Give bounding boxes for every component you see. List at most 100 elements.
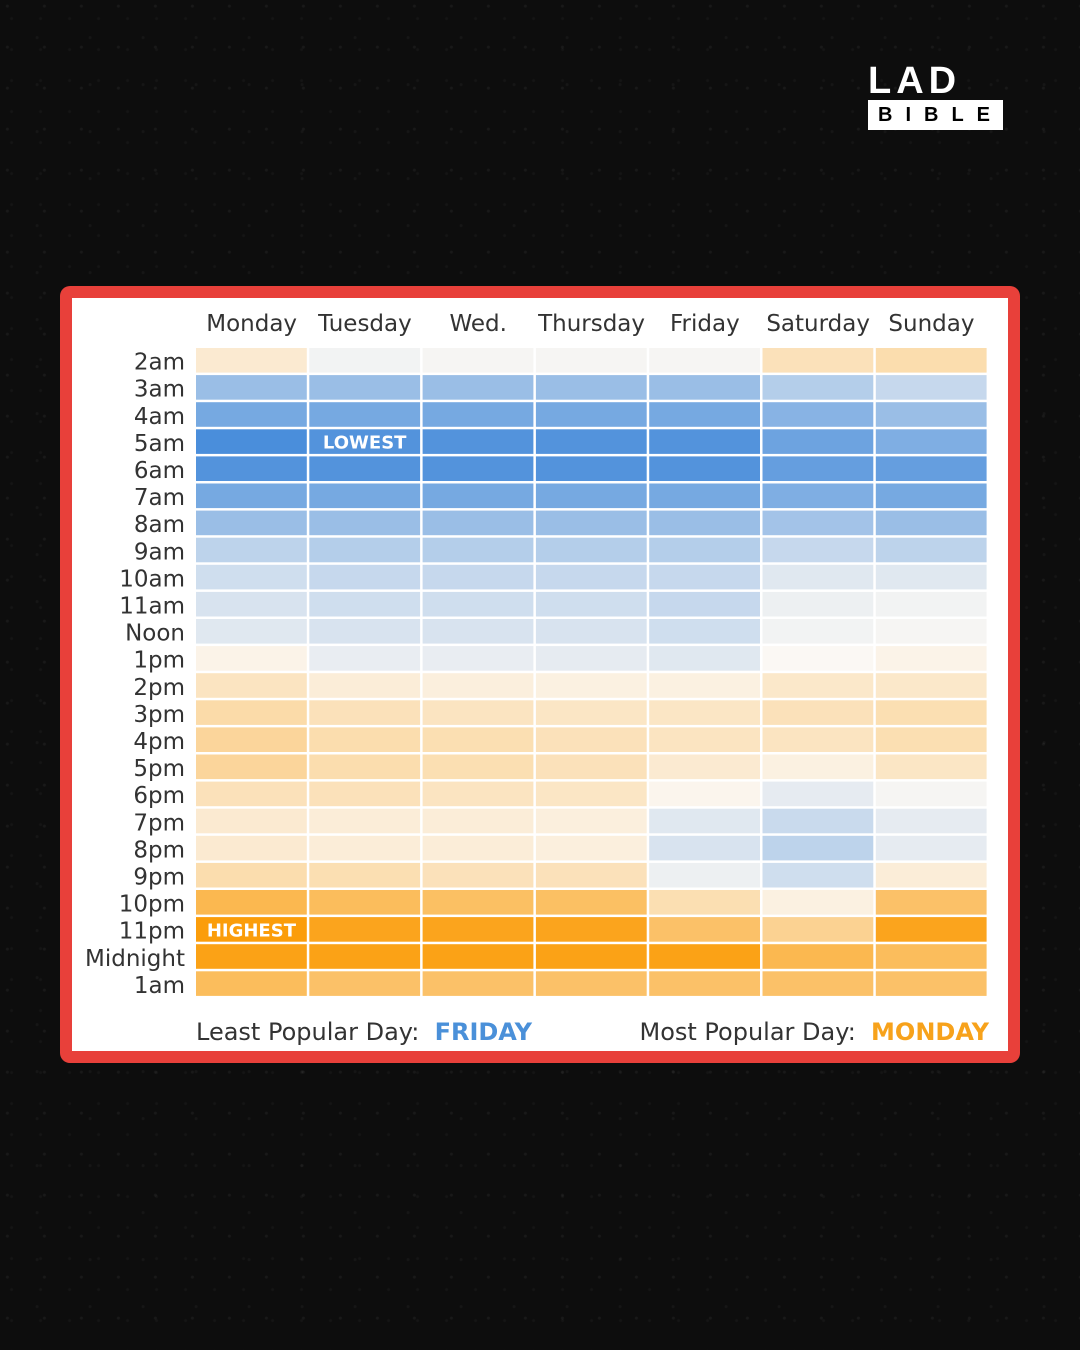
heatmap-cell [309, 619, 421, 644]
heatmap-cell [422, 619, 534, 644]
heatmap-cell [875, 727, 987, 752]
row-label: 5pm [133, 756, 185, 782]
heatmap-cell [875, 890, 987, 915]
heatmap-cell [762, 754, 874, 780]
heatmap-cell [649, 781, 760, 807]
heatmap-cell [196, 700, 307, 725]
heatmap-cell [196, 808, 307, 834]
heatmap-cell [535, 402, 647, 427]
heatmap-cell [196, 564, 307, 590]
heatmap-cell [422, 727, 534, 752]
heatmap-cell [649, 564, 760, 590]
column-header: Wed. [450, 311, 507, 337]
heatmap-cell [196, 591, 307, 617]
heatmap-cell [649, 537, 760, 563]
heatmap-cell [422, 754, 534, 780]
heatmap-cell [535, 727, 647, 752]
heatmap-cell [762, 619, 874, 644]
heatmap-cell [309, 944, 421, 969]
row-label: 4am [134, 404, 185, 430]
heatmap-cell [649, 375, 760, 400]
heatmap-cell [762, 348, 874, 373]
heatmap-cell [422, 429, 534, 454]
row-label: 10pm [119, 892, 185, 918]
heatmap-cell [875, 971, 987, 996]
heatmap-cell [762, 402, 874, 427]
heatmap-cell [762, 591, 874, 617]
heatmap-cell [535, 673, 647, 698]
heatmap-cell [762, 862, 874, 888]
heatmap-cell [309, 510, 421, 536]
heatmap-cell [649, 890, 760, 915]
row-label: 1am [134, 973, 185, 999]
row-label: 2pm [133, 675, 185, 701]
heatmap-cell [875, 375, 987, 400]
heatmap-cell [762, 564, 874, 590]
heatmap-cell [535, 456, 647, 481]
column-header: Tuesday [317, 311, 412, 337]
heatmap-cell [309, 375, 421, 400]
row-label: 10am [119, 566, 185, 592]
heatmap-cell [422, 591, 534, 617]
heatmap-cell [535, 564, 647, 590]
heatmap-cell [196, 619, 307, 644]
heatmap-cell [422, 781, 534, 807]
heatmap-cell [535, 619, 647, 644]
heatmap-cell [535, 510, 647, 536]
column-header: Friday [670, 311, 740, 337]
row-label: 8pm [133, 837, 185, 863]
heatmap-cell [649, 971, 760, 996]
heatmap-cell [196, 890, 307, 915]
heatmap-cell [422, 808, 534, 834]
heatmap-cell [762, 456, 874, 481]
heatmap-cell [196, 348, 307, 373]
heatmap-cell [649, 673, 760, 698]
row-label: 6pm [133, 783, 185, 809]
heatmap-card: Monday Tuesday Wed. Thursday Friday Saturday S… [60, 286, 1020, 1063]
heatmap-cell [762, 944, 874, 969]
row-label: 9am [134, 539, 185, 565]
row-label: 5am [134, 431, 185, 457]
heatmap-cell [309, 537, 421, 563]
heatmap-cell [875, 862, 987, 888]
heatmap-cell [535, 375, 647, 400]
heatmap-cell [309, 971, 421, 996]
heatmap-cell [535, 537, 647, 563]
heatmap-cell [875, 564, 987, 590]
heatmap-cell [196, 971, 307, 996]
heatmap-cell [875, 781, 987, 807]
heatmap-cell [762, 510, 874, 536]
heatmap-cell [762, 537, 874, 563]
heatmap-cell [649, 402, 760, 427]
heatmap-cell [875, 510, 987, 536]
heatmap-cell [309, 646, 421, 671]
heatmap-cell [762, 835, 874, 861]
heatmap-chart: Monday Tuesday Wed. Thursday Friday Saturday S… [85, 311, 990, 1046]
heatmap-cell [422, 456, 534, 481]
heatmap-cell [649, 754, 760, 780]
heatmap-cell [422, 483, 534, 509]
heatmap-cell [535, 429, 647, 454]
heatmap-cell [762, 375, 874, 400]
heatmap-cell [535, 944, 647, 969]
heatmap-cell [196, 754, 307, 780]
row-label: 11pm [119, 919, 185, 945]
heatmap-cell [309, 673, 421, 698]
heatmap-cell [649, 944, 760, 969]
heatmap-cell [535, 754, 647, 780]
heatmap-cell [196, 727, 307, 752]
heatmap-cell [309, 781, 421, 807]
heatmap-cell [649, 917, 760, 942]
heatmap-cell [875, 591, 987, 617]
heatmap-cell [196, 673, 307, 698]
row-label: 9pm [133, 864, 185, 890]
heatmap-cell [196, 375, 307, 400]
heatmap-cell [422, 348, 534, 373]
heatmap-cell [309, 754, 421, 780]
heatmap-cell [875, 700, 987, 725]
heatmap-cell [762, 646, 874, 671]
heatmap-cell [422, 673, 534, 698]
heatmap-cell [196, 917, 307, 942]
heatmap-cell [875, 429, 987, 454]
heatmap-cell [875, 808, 987, 834]
